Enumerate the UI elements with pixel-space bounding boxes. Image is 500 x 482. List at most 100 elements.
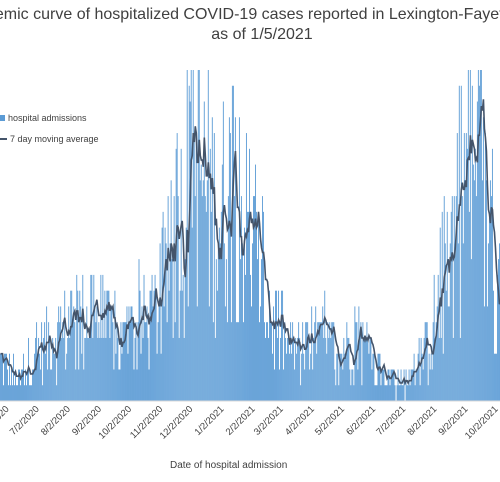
bar-hospital-admissions	[491, 148, 493, 401]
bar-hospital-admissions	[273, 306, 274, 401]
bars-layer	[0, 70, 500, 402]
bar-hospital-admissions	[276, 290, 277, 401]
bar-hospital-admissions	[178, 337, 180, 401]
bar-hospital-admissions	[165, 243, 167, 401]
bar-hospital-admissions	[360, 322, 362, 401]
bar-hospital-admissions	[351, 369, 353, 401]
bar-hospital-admissions	[127, 353, 129, 401]
bar-hospital-admissions	[396, 385, 398, 401]
bar-hospital-admissions	[77, 290, 79, 401]
bar-hospital-admissions	[231, 85, 233, 401]
bar-hospital-admissions	[341, 353, 343, 401]
bar-hospital-admissions	[18, 369, 19, 401]
bar-hospital-admissions	[338, 385, 340, 401]
bar-hospital-admissions	[241, 243, 243, 401]
bar-hospital-admissions	[307, 322, 309, 401]
bar-hospital-admissions	[337, 353, 339, 401]
bar-hospital-admissions	[195, 133, 197, 402]
bar-hospital-admissions	[365, 337, 367, 401]
bar-hospital-admissions	[270, 322, 271, 401]
bar-hospital-admissions	[82, 274, 84, 401]
bar-hospital-admissions	[92, 337, 94, 401]
bar-hospital-admissions	[467, 70, 469, 401]
bar-hospital-admissions	[163, 306, 165, 401]
bar-hospital-admissions	[359, 337, 361, 401]
bar-hospital-admissions	[61, 337, 63, 401]
bar-hospital-admissions	[310, 353, 312, 401]
bar-hospital-admissions	[16, 385, 17, 401]
bar-hospital-admissions	[381, 369, 383, 401]
bar-hospital-admissions	[342, 369, 344, 401]
bar-hospital-admissions	[31, 385, 33, 401]
bar-hospital-admissions	[41, 322, 43, 401]
bar-hospital-admissions	[220, 211, 222, 401]
bar-hospital-admissions	[211, 117, 213, 401]
bar-hospital-admissions	[377, 353, 379, 401]
bar-hospital-admissions	[177, 196, 179, 401]
bar-hospital-admissions	[372, 353, 374, 401]
bar-hospital-admissions	[356, 322, 358, 401]
bar-hospital-admissions	[406, 385, 408, 401]
bar-hospital-admissions	[323, 337, 325, 401]
bar-hospital-admissions	[52, 337, 54, 401]
bar-hospital-admissions	[140, 353, 142, 401]
bar-hospital-admissions	[46, 306, 48, 401]
bar-hospital-admissions	[439, 227, 441, 401]
bar-hospital-admissions	[477, 70, 479, 401]
bar-hospital-admissions	[294, 369, 296, 401]
bar-hospital-admissions	[385, 385, 387, 401]
bar-hospital-admissions	[487, 243, 489, 401]
bar-hospital-admissions	[222, 101, 224, 402]
bar-hospital-admissions	[290, 322, 292, 401]
bar-hospital-admissions	[368, 353, 370, 401]
bar-hospital-admissions	[129, 322, 131, 401]
bar-hospital-admissions	[438, 337, 440, 401]
bar-hospital-admissions	[370, 337, 372, 401]
bar-hospital-admissions	[268, 337, 269, 401]
bar-hospital-admissions	[456, 133, 458, 402]
bar-hospital-admissions	[223, 243, 225, 401]
bar-hospital-admissions	[402, 385, 404, 401]
bar-hospital-admissions	[175, 148, 177, 401]
bar-hospital-admissions	[1, 353, 2, 401]
bar-hospital-admissions	[387, 369, 389, 401]
bar-hospital-admissions	[208, 306, 210, 401]
bar-hospital-admissions	[461, 196, 463, 401]
bar-hospital-admissions	[98, 322, 100, 401]
bar-hospital-admissions	[459, 337, 461, 401]
bar-hospital-admissions	[171, 259, 173, 401]
bar-hospital-admissions	[344, 353, 346, 401]
bar-hospital-admissions	[419, 385, 421, 401]
bar-hospital-admissions	[114, 290, 116, 401]
bar-hospital-admissions	[161, 227, 163, 401]
bar-hospital-admissions	[496, 274, 498, 401]
bar-hospital-admissions	[156, 353, 158, 401]
bar-hospital-admissions	[119, 369, 121, 401]
bar-hospital-admissions	[420, 337, 422, 401]
bar-hospital-admissions	[75, 369, 77, 401]
x-tick-label: 5/2/2021	[313, 404, 347, 438]
bar-hospital-admissions	[266, 322, 267, 401]
bar-hospital-admissions	[367, 337, 369, 401]
bar-hospital-admissions	[88, 337, 90, 401]
bar-hospital-admissions	[21, 369, 22, 401]
bar-hospital-admissions	[317, 322, 319, 401]
bar-hospital-admissions	[427, 385, 429, 401]
bar-hospital-admissions	[12, 385, 13, 401]
x-tick-label: 10/2/2020	[96, 404, 134, 442]
x-tick-label: 8/2/2020	[39, 404, 73, 438]
bar-hospital-admissions	[488, 211, 490, 401]
bar-hospital-admissions	[112, 322, 114, 401]
bar-hospital-admissions	[121, 353, 123, 401]
bar-hospital-admissions	[68, 306, 70, 401]
legend-swatch-bar	[0, 115, 5, 121]
x-tick-label: 6/2/2021	[344, 404, 378, 438]
bar-hospital-admissions	[49, 337, 51, 401]
bar-hospital-admissions	[83, 369, 85, 401]
bar-hospital-admissions	[355, 322, 357, 401]
bar-hospital-admissions	[282, 290, 284, 401]
bar-hospital-admissions	[133, 369, 135, 401]
bar-hospital-admissions	[315, 306, 317, 401]
bar-hospital-admissions	[15, 369, 16, 401]
